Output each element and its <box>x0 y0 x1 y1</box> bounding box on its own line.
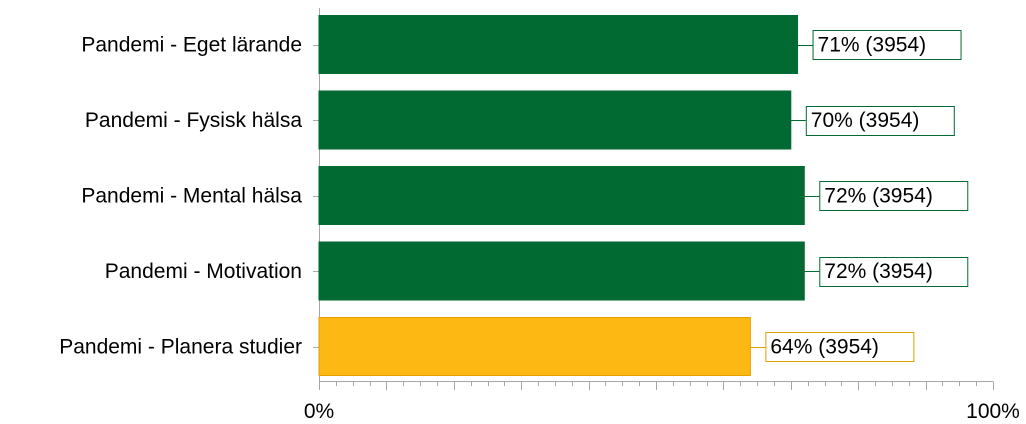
category-label: Pandemi - Fysisk hälsa <box>85 109 302 132</box>
bars <box>318 15 805 376</box>
bar <box>318 90 792 150</box>
value-label: 72% (3954) <box>824 260 933 283</box>
category-label: Pandemi - Mental hälsa <box>81 185 302 208</box>
value-label-box <box>805 106 955 136</box>
x-tick-labels: 0% 100% <box>304 400 1020 423</box>
value-label-box <box>819 257 969 287</box>
value-label: 70% (3954) <box>811 109 920 132</box>
bar <box>318 317 751 376</box>
value-label-box <box>819 181 969 211</box>
value-label: 72% (3954) <box>824 185 933 208</box>
x-tick-label: 0% <box>304 400 334 423</box>
value-label-box <box>765 332 915 362</box>
value-label-box <box>812 30 962 60</box>
value-label: 64% (3954) <box>770 336 879 359</box>
category-label: Pandemi - Planera studier <box>59 336 302 359</box>
value-labels: 71% (3954) 70% (3954) 72% (3954) 72% (3954)… <box>750 30 969 362</box>
bar <box>318 15 799 74</box>
category-label: Pandemi - Eget lärande <box>81 34 302 57</box>
category-labels: Pandemi - Eget lärande Pandemi - Fysisk h… <box>59 34 302 359</box>
bar <box>318 166 805 225</box>
x-tick-label: 100% <box>966 400 1020 423</box>
bar <box>318 241 805 301</box>
value-label: 71% (3954) <box>818 34 927 57</box>
category-label: Pandemi - Motivation <box>105 260 302 283</box>
